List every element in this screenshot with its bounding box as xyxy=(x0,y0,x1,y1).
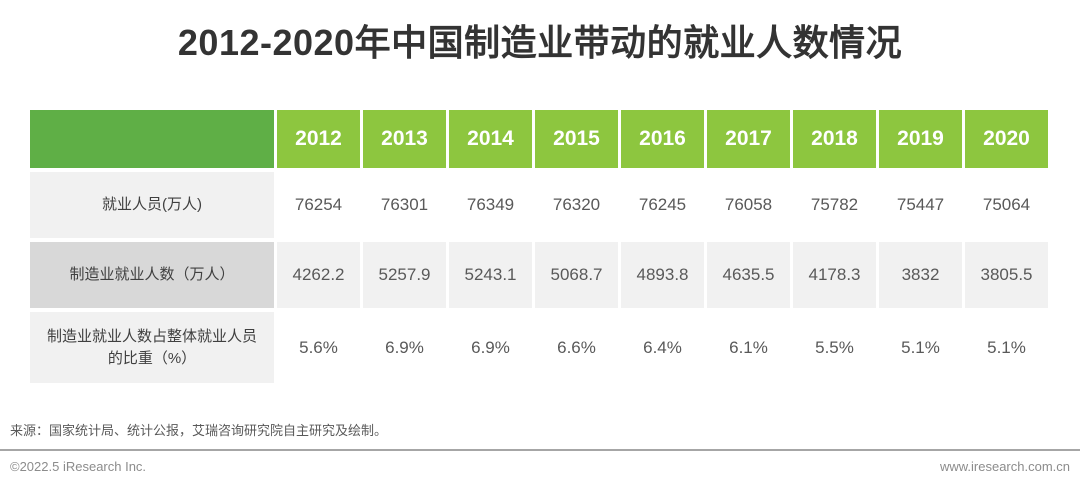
employment-data-table: 2012 2013 2014 2015 2016 2017 2018 2019 … xyxy=(30,110,1048,383)
row-label-total-employment: 就业人员(万人) xyxy=(30,172,274,238)
table-cell: 5.1% xyxy=(879,312,962,383)
table-cell: 76320 xyxy=(535,172,618,238)
year-header-2012: 2012 xyxy=(277,110,360,168)
year-header-2013: 2013 xyxy=(363,110,446,168)
table-cell: 6.4% xyxy=(621,312,704,383)
year-header-2016: 2016 xyxy=(621,110,704,168)
table-cell: 3805.5 xyxy=(965,242,1048,308)
table-cell: 6.9% xyxy=(449,312,532,383)
table-cell: 76301 xyxy=(363,172,446,238)
table-cell: 6.6% xyxy=(535,312,618,383)
table-cell: 5.1% xyxy=(965,312,1048,383)
table-cell: 75447 xyxy=(879,172,962,238)
table-cell: 6.9% xyxy=(363,312,446,383)
table-cell: 4893.8 xyxy=(621,242,704,308)
copyright-text: ©2022.5 iResearch Inc. xyxy=(10,459,147,474)
year-header-2015: 2015 xyxy=(535,110,618,168)
table-corner-cell xyxy=(30,110,274,168)
table-cell: 76349 xyxy=(449,172,532,238)
table-cell: 5.5% xyxy=(793,312,876,383)
row-label-manufacturing-employment: 制造业就业人数（万人） xyxy=(30,242,274,308)
source-note: 来源：国家统计局、统计公报，艾瑞咨询研究院自主研究及绘制。 xyxy=(10,423,388,438)
year-header-2020: 2020 xyxy=(965,110,1048,168)
table-cell: 75064 xyxy=(965,172,1048,238)
page-title: 2012-2020年中国制造业带动的就业人数情况 xyxy=(177,22,903,63)
table-cell: 3832 xyxy=(879,242,962,308)
year-header-2018: 2018 xyxy=(793,110,876,168)
table-cell: 6.1% xyxy=(707,312,790,383)
year-header-2017: 2017 xyxy=(707,110,790,168)
website-text: www.iresearch.com.cn xyxy=(939,459,1070,474)
table-cell: 5068.7 xyxy=(535,242,618,308)
table-cell: 4178.3 xyxy=(793,242,876,308)
row-label-manufacturing-share: 制造业就业人数占整体就业人员的比重（%） xyxy=(30,312,274,383)
table-cell: 76058 xyxy=(707,172,790,238)
footer-divider xyxy=(0,449,1080,451)
table-cell: 75782 xyxy=(793,172,876,238)
table-cell: 5257.9 xyxy=(363,242,446,308)
table-cell: 5.6% xyxy=(277,312,360,383)
year-header-2019: 2019 xyxy=(879,110,962,168)
year-header-2014: 2014 xyxy=(449,110,532,168)
table-cell: 4262.2 xyxy=(277,242,360,308)
table-cell: 4635.5 xyxy=(707,242,790,308)
table-cell: 76254 xyxy=(277,172,360,238)
table-cell: 5243.1 xyxy=(449,242,532,308)
table-cell: 76245 xyxy=(621,172,704,238)
